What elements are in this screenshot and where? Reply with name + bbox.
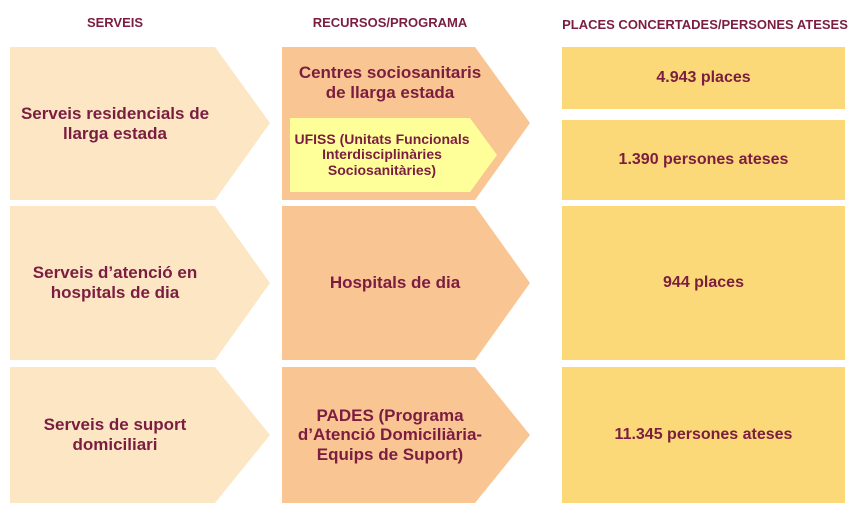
result-box bbox=[562, 367, 845, 503]
service-arrow bbox=[10, 47, 270, 200]
service-label: Serveis d’atenció en hospitals de dia bbox=[32, 263, 198, 302]
header: SERVEIS bbox=[86, 15, 144, 31]
result-label: 1.390 persones ateses bbox=[618, 150, 789, 168]
service-arrow bbox=[10, 206, 270, 360]
result-label: 4.943 places bbox=[656, 68, 751, 86]
result-label: 11.345 persones ateses bbox=[614, 425, 793, 443]
service-label: Serveis residencials de llarga estada bbox=[20, 103, 210, 143]
service-label: Serveis de suport domiciliari bbox=[43, 415, 187, 454]
resource-label: PADES (Programa d’Atenció Domiciliària-E… bbox=[297, 405, 483, 464]
result-box bbox=[562, 120, 845, 200]
resource-arrow bbox=[282, 367, 530, 503]
result-box bbox=[562, 206, 845, 360]
header: RECURSOS/PROGRAMA bbox=[312, 15, 468, 31]
header: PLACES CONCERTADES/PERSONES ATESES bbox=[562, 17, 848, 33]
result-box bbox=[562, 47, 845, 109]
resource-label: Centres sociosanitaris de llarga estada bbox=[298, 63, 482, 102]
resource-label: UFISS (Unitats Funcionals Interdisciplin… bbox=[294, 130, 470, 178]
service-arrow bbox=[10, 367, 270, 503]
resource-arrow bbox=[282, 206, 530, 360]
ufiss-arrow bbox=[290, 118, 497, 192]
result-label: 944 places bbox=[663, 273, 744, 291]
resource-label: Hospitals de dia bbox=[329, 273, 461, 293]
